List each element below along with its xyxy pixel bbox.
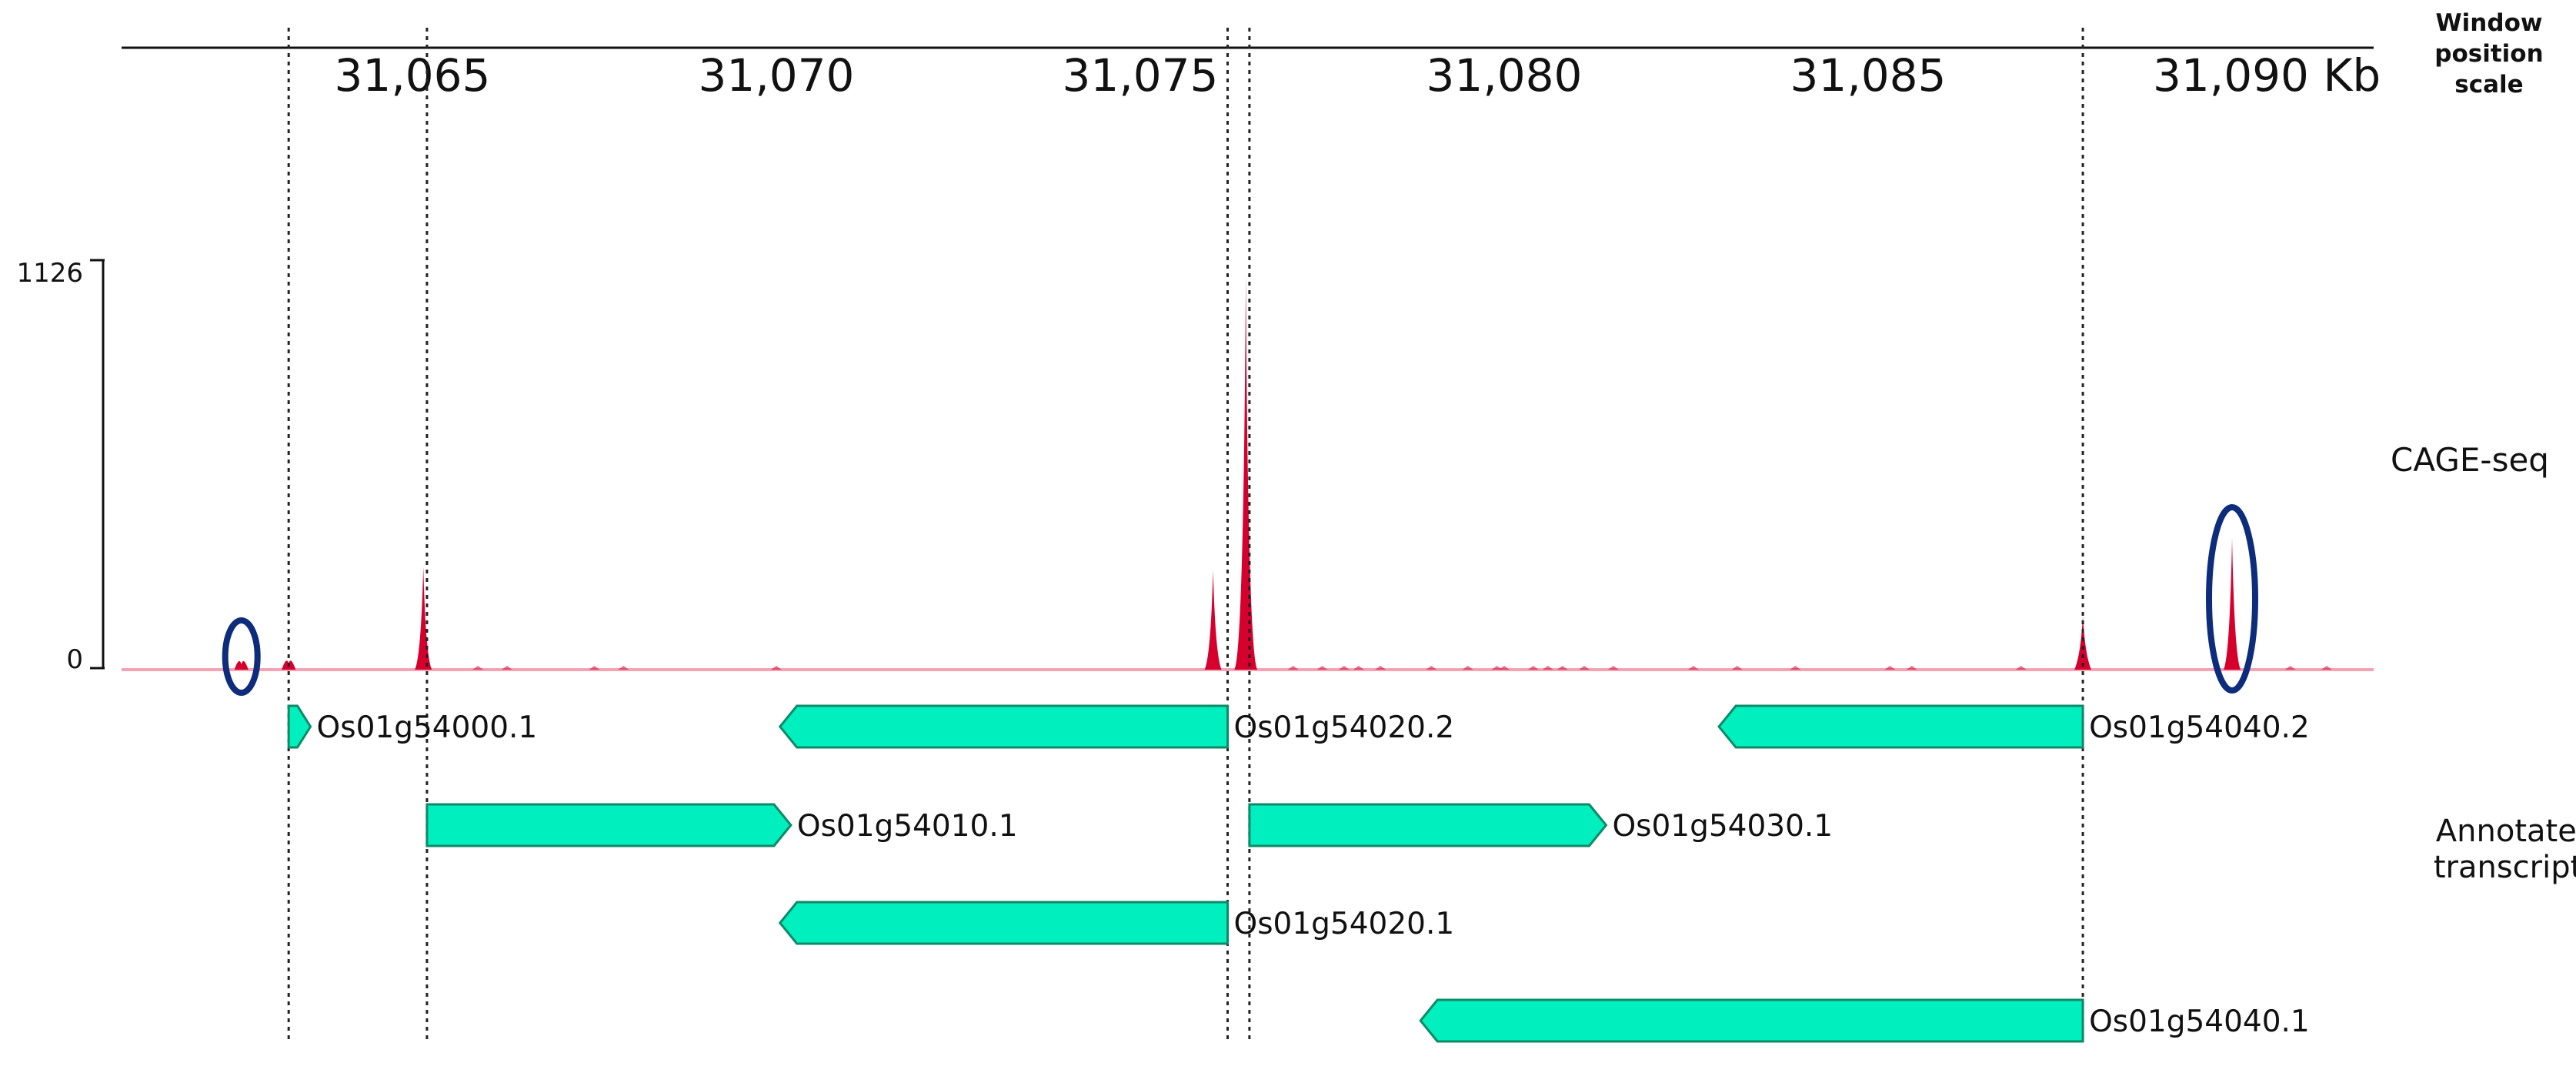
scale-tick-labels: 31,065 31,070 31,075 31,080 31,085 31,090 Kb — [335, 49, 2381, 102]
cage-y-axis: 1126 0 — [16, 258, 105, 675]
transcript-track: Os01g54000.1 Os01g54020.2 Os01g54040.2 Os01… — [287, 704, 2310, 1043]
transcript-label: Os01g54040.2 — [2089, 710, 2310, 745]
transcript-label: Os01g54000.1 — [317, 710, 538, 745]
scale-tick-label: 31,085 — [1790, 49, 1947, 102]
cage-peak — [2074, 616, 2092, 670]
position-scale: 31,065 31,070 31,075 31,080 31,085 31,090 Kb — [122, 46, 2381, 102]
scale-tick-label: 31,065 — [335, 49, 491, 102]
background-signal-blip — [1906, 666, 1917, 670]
background-signal-blip — [1687, 666, 1699, 670]
background-signal-blip — [1426, 666, 1437, 670]
cage-peaks — [234, 275, 2241, 670]
scale-tick-label: 31,070 — [699, 49, 855, 102]
scale-tick-label: 31,080 — [1426, 49, 1583, 102]
scale-tick-label: 31,090 Kb — [2153, 49, 2381, 102]
highlight-ellipse — [2206, 504, 2258, 694]
background-signal-blip — [2321, 666, 2332, 670]
background-signal-blip — [1884, 666, 1896, 670]
background-signal-blip — [1542, 666, 1553, 670]
background-signal-blip — [1731, 666, 1743, 670]
y-min-label: 0 — [66, 644, 83, 675]
side-labels: Window position scale CAGE-seq Annotated… — [2391, 9, 2576, 885]
transcript-bar[interactable] — [1419, 998, 2084, 1043]
background-signal-blip — [1499, 666, 1510, 670]
background-signal-blip — [1491, 666, 1503, 670]
cage-background-signal — [472, 666, 2332, 670]
cage-peak — [2224, 538, 2241, 670]
background-signal-blip — [1316, 666, 1328, 670]
transcript-bar[interactable] — [1717, 704, 2084, 749]
background-signal-blip — [1790, 666, 1801, 670]
transcript-label: Os01g54020.2 — [1234, 710, 1455, 745]
y-max-label: 1126 — [16, 258, 83, 289]
background-signal-blip — [1607, 666, 1619, 670]
cage-peak — [415, 567, 432, 670]
background-signal-blip — [472, 666, 484, 670]
cage-peak — [1204, 570, 1222, 670]
background-signal-blip — [501, 666, 512, 670]
background-signal-blip — [1557, 666, 1568, 670]
transcript-bar[interactable] — [287, 704, 312, 749]
background-signal-blip — [2015, 666, 2027, 670]
highlighted-peaks — [222, 504, 2258, 696]
highlight-ellipse — [222, 617, 261, 696]
transcript-bar[interactable] — [425, 803, 792, 847]
background-signal-blip — [1527, 666, 1539, 670]
transcript-bar[interactable] — [1248, 803, 1608, 847]
transcript-label: Os01g54040.1 — [2089, 1004, 2310, 1039]
annotated-transcripts-label-line2: transcripts — [2434, 850, 2576, 885]
cage-peak — [1234, 275, 1258, 670]
cage-seq-label: CAGE-seq — [2391, 441, 2549, 479]
background-signal-blip — [1287, 666, 1299, 670]
background-signal-blip — [1579, 666, 1590, 670]
background-signal-blip — [1338, 666, 1350, 670]
cage-peak — [234, 660, 249, 670]
background-signal-blip — [1462, 666, 1473, 670]
guide-lines — [287, 28, 2084, 1043]
background-signal-blip — [771, 666, 782, 670]
annotated-transcripts-label-line1: Annotated — [2436, 814, 2576, 849]
transcript-label: Os01g54010.1 — [797, 809, 1018, 844]
window-scale-label-line1: Window — [2435, 9, 2542, 37]
transcript-label: Os01g54020.1 — [1234, 907, 1455, 941]
background-signal-blip — [618, 666, 629, 670]
background-signal-blip — [2284, 666, 2296, 670]
transcript-bar[interactable] — [778, 704, 1230, 749]
window-scale-label-line2: position — [2434, 40, 2543, 68]
transcript-label: Os01g54030.1 — [1612, 809, 1833, 844]
transcript-bar[interactable] — [778, 901, 1230, 945]
window-scale-label-line3: scale — [2454, 71, 2523, 99]
background-signal-blip — [1375, 666, 1386, 670]
scale-tick-label: 31,075 — [1063, 49, 1219, 102]
background-signal-blip — [1353, 666, 1364, 670]
background-signal-blip — [589, 666, 600, 670]
